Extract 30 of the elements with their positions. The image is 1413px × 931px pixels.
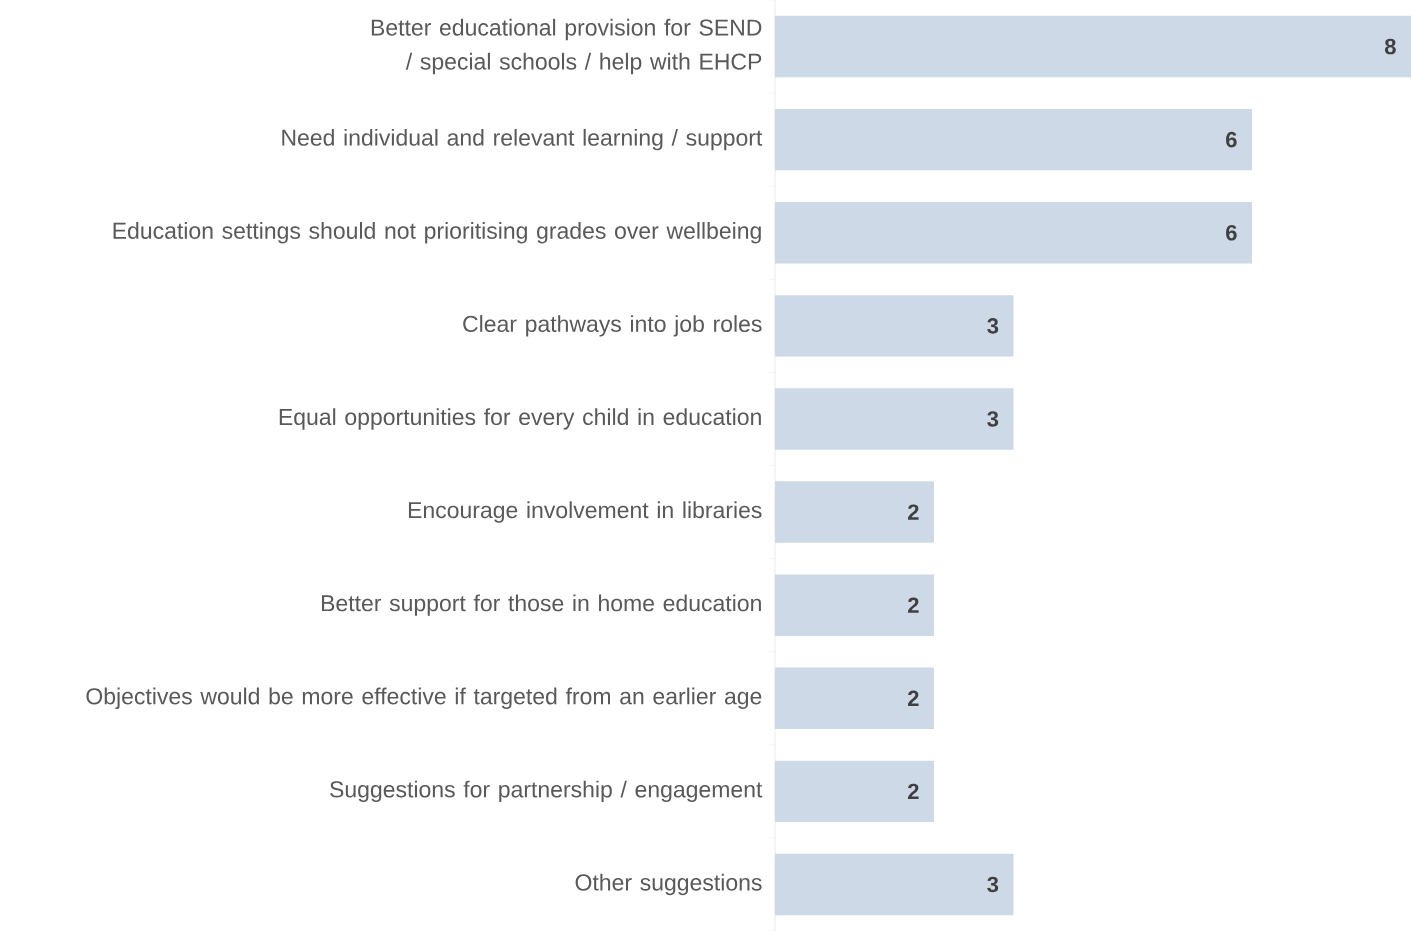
bar — [775, 388, 1014, 450]
y-tick-label: Better support for those in home education — [321, 594, 761, 616]
y-tick-label: Equal opportunities for every child in education — [279, 408, 761, 430]
bar — [775, 667, 934, 729]
data-label: 3 — [987, 411, 999, 427]
data-label: 2 — [908, 597, 919, 613]
data-label: 3 — [987, 318, 999, 334]
data-label: 2 — [908, 504, 919, 520]
data-label: 3 — [987, 876, 999, 893]
data-label: 2 — [908, 783, 919, 800]
data-label: 8 — [1384, 38, 1396, 55]
y-tick-label: Clear pathways into job roles — [463, 315, 762, 337]
bar — [775, 295, 1014, 357]
bar — [775, 853, 1014, 916]
bar — [775, 574, 934, 636]
bar — [775, 481, 934, 543]
data-label: 6 — [1226, 224, 1237, 241]
bar — [775, 760, 934, 823]
y-tick-label: Need individual and relevant learning / support — [282, 128, 763, 151]
bar — [775, 15, 1411, 78]
y-tick-label: Encourage involvement in libraries — [408, 501, 762, 523]
data-label: 6 — [1226, 131, 1237, 148]
bar — [775, 108, 1252, 171]
bar — [775, 202, 1252, 264]
y-tick-label: Other suggestions — [575, 873, 762, 896]
y-tick-label: Objectives would be more effective if targeted from an earlier age — [86, 687, 762, 709]
data-label: 2 — [908, 690, 919, 706]
y-tick-label: Suggestions for partnership / engagement — [330, 780, 763, 803]
y-tick-label: Better educational provision for SEND / special schools / help with EHCP — [371, 18, 762, 75]
y-tick-label: Education settings should not prioritising grades over wellbeing — [113, 222, 761, 244]
